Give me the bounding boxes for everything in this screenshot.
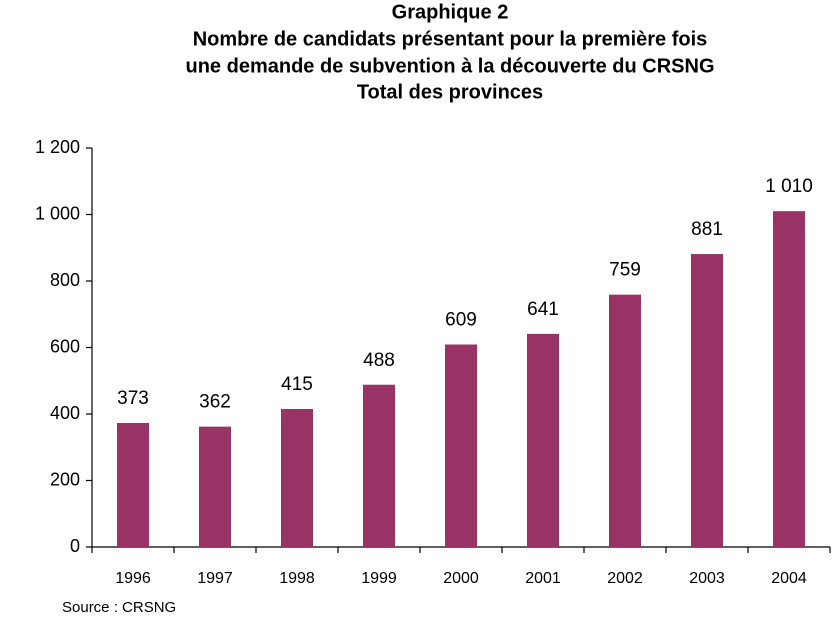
- x-tick-label: 1997: [197, 570, 233, 587]
- y-tick-label: 200: [50, 469, 80, 489]
- y-tick-label: 1 000: [35, 203, 80, 223]
- y-tick-label: 400: [50, 403, 80, 423]
- x-tick-label: 2002: [607, 570, 643, 587]
- bar: [527, 333, 559, 547]
- value-label: 1 010: [765, 176, 813, 197]
- x-tick-label: 2000: [443, 570, 479, 587]
- value-label: 641: [527, 299, 559, 320]
- bar: [117, 422, 149, 547]
- x-tick-label: 1996: [115, 570, 151, 587]
- chart-title: Total des provinces: [357, 81, 543, 103]
- bar: [691, 254, 723, 547]
- bar: [445, 344, 477, 547]
- value-label: 881: [691, 219, 723, 240]
- y-tick-label: 0: [70, 536, 80, 556]
- chart-title: une demande de subvention à la découvert…: [186, 55, 715, 77]
- x-tick-label: 1998: [279, 570, 315, 587]
- bar: [773, 211, 805, 548]
- x-tick-label: 2001: [525, 570, 561, 587]
- chart-title: Nombre de candidats présentant pour la p…: [193, 28, 708, 50]
- value-label: 609: [445, 310, 477, 331]
- x-tick-label: 2004: [771, 570, 807, 587]
- x-tick-label: 1999: [361, 570, 397, 587]
- value-label: 373: [117, 388, 149, 409]
- value-label: 362: [199, 392, 231, 413]
- source-note: Source : CRSNG: [62, 599, 176, 616]
- x-tick-label: 2003: [689, 570, 725, 587]
- bar: [609, 294, 641, 547]
- y-tick-label: 600: [50, 336, 80, 356]
- value-label: 415: [281, 374, 313, 395]
- bar: [281, 409, 313, 547]
- chart-title: Graphique 2: [392, 1, 509, 23]
- bar: [199, 426, 231, 547]
- y-tick-label: 1 200: [35, 137, 80, 157]
- value-label: 759: [609, 260, 641, 281]
- value-label: 488: [363, 350, 395, 371]
- y-tick-label: 800: [50, 270, 80, 290]
- bar: [363, 384, 395, 547]
